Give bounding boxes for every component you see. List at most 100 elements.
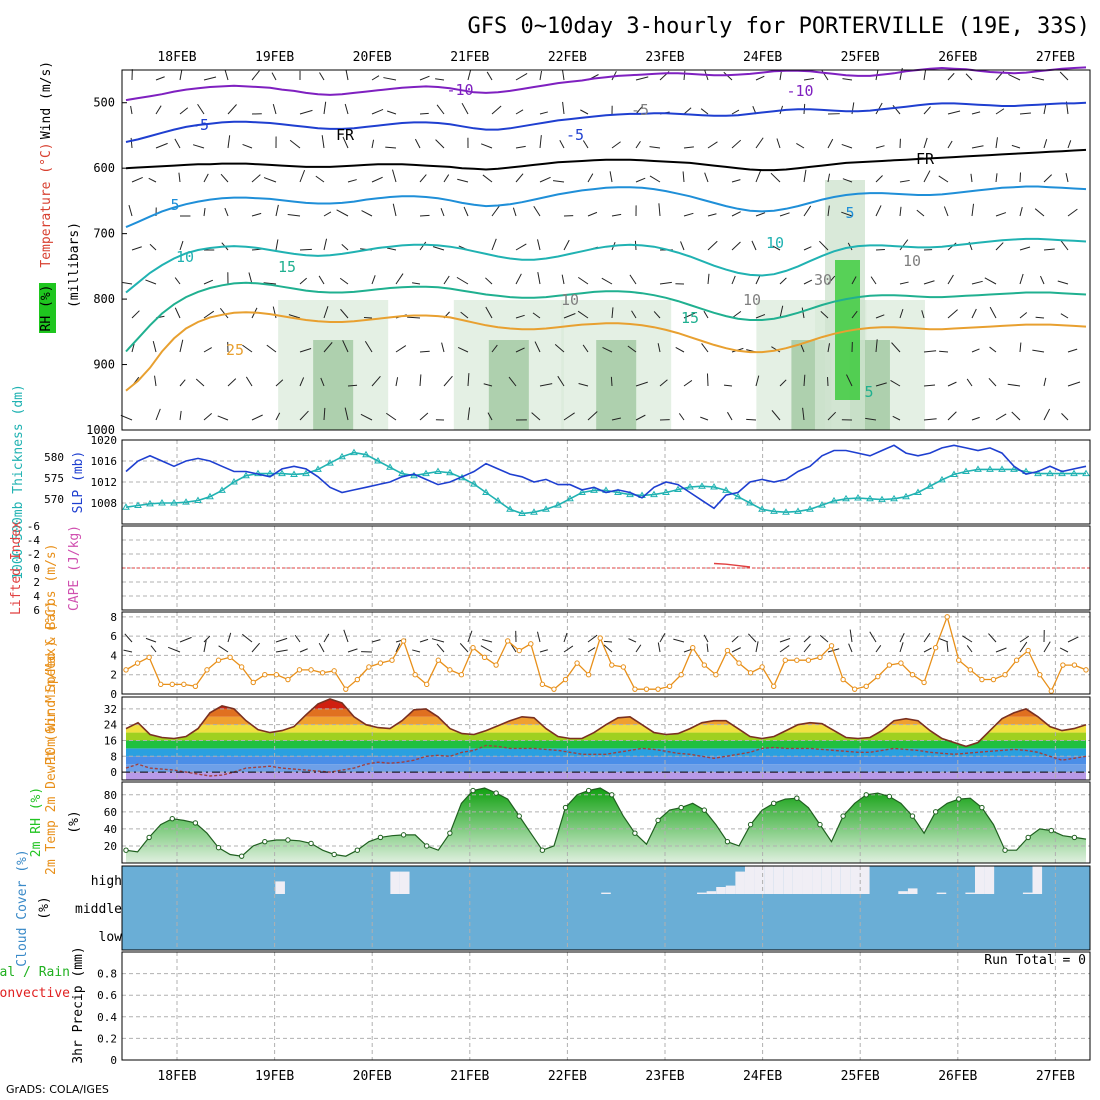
panel-upper-air [121,69,1091,431]
panel-thickness-slp [121,439,1091,525]
isotherm-label: 15 [278,258,296,276]
rh-marker [400,832,407,838]
wind-barb [419,241,427,251]
wind-barb [707,240,718,251]
wind-barb [971,348,980,353]
wind-barb [531,412,541,421]
wind-barb [755,275,761,285]
rh-marker [539,847,546,853]
wind-barb [772,245,781,251]
rh-marker [146,834,152,841]
wind-barb [890,379,901,387]
wind-barb [203,635,211,643]
wind-barb [875,382,887,387]
rh-marker [493,790,499,796]
wind-speed-marker [343,686,349,692]
isotherm-label: -10 [786,82,813,100]
y-tick-label-wind: 0 [110,688,117,701]
wind-barb [1043,377,1047,387]
wind-barb [851,310,858,319]
wind-barb [419,112,429,115]
thickness-marker [1034,469,1042,477]
y-tick-label-wind: 8 [110,611,117,624]
wind-barb [971,280,983,285]
wind-barb [436,643,445,653]
y-tick-label-pressure: 800 [93,292,115,306]
wind-barb [155,105,162,115]
wind-barb [779,645,790,653]
thickness-marker [542,505,550,512]
wind-barb [395,345,407,353]
wind-barb [482,174,493,183]
wind-speed-marker [562,676,569,683]
wind-barb [419,412,429,421]
wind-barb [563,645,574,653]
wind-barb [539,135,542,149]
wind-speed-marker [470,644,476,651]
wind-barb [392,203,397,217]
thickness-marker [218,486,226,493]
thickness-marker [506,505,514,512]
wind-speed-marker [435,657,441,663]
thickness-marker [446,468,454,476]
wind-barb [635,644,642,653]
wind-barb [371,139,375,149]
wind-barb [371,275,376,285]
wind-barb [988,377,997,387]
x-tick-label-top: 24FEB [743,50,782,65]
wind-barb [578,382,589,387]
wind-barb [755,314,766,319]
isotherm-10 [125,237,1087,294]
thickness-marker [518,509,526,516]
thickness-marker [326,459,334,466]
wind-barb [1067,348,1078,353]
wind-barb [603,644,613,653]
y-tick-label-li: -4 [27,534,41,547]
cloud-cell-high [399,871,410,894]
wind-barb [344,103,349,115]
thickness-marker [866,494,874,502]
wind-barb [461,102,469,115]
temp-band [126,748,1086,757]
cloud-level-label: middle [75,902,122,917]
wind-barb [539,649,548,653]
wind-barb [875,205,882,217]
wind-barb [673,638,685,643]
wind-barb [515,72,528,81]
y-tick-label-pressure: 900 [93,358,115,372]
wind-barb [539,176,551,183]
wind-barb [148,177,157,183]
wind-barb [683,312,696,319]
wind-speed-marker [1048,688,1055,694]
rh-marker [979,804,985,811]
wind-barb [587,211,598,217]
wind-barb [916,209,925,217]
wind-speed-marker [227,654,233,661]
isotherm--5 [125,101,1087,143]
wind-barb [683,107,692,115]
cloud-cell-high [773,866,784,894]
wind-barb [971,111,981,115]
wind-barb [851,276,857,285]
wind-barb [627,345,637,353]
wind-barb [1019,273,1024,285]
wind-speed-marker [551,686,557,692]
wind-barb [347,179,357,183]
wind-barb [899,281,909,285]
wind-barb [851,102,855,115]
y-tick-label-thickness: 570 [44,493,64,506]
wind-barb [779,305,784,319]
temp-band [126,724,1086,733]
wind-barb [841,143,853,149]
x-tick-label-top: 19FEB [255,50,294,65]
wind-barb [419,174,427,183]
wind-speed-marker [238,664,245,670]
rh-area [126,788,1086,863]
ylabel-thickness: 1000-500mb Thickness (dm) [11,384,26,580]
wind-barb [962,635,973,643]
wind-barb [371,639,381,643]
wind-barb [562,70,565,81]
wind-barb [412,282,421,285]
wind-barb [323,342,333,353]
wind-barb [508,376,517,387]
